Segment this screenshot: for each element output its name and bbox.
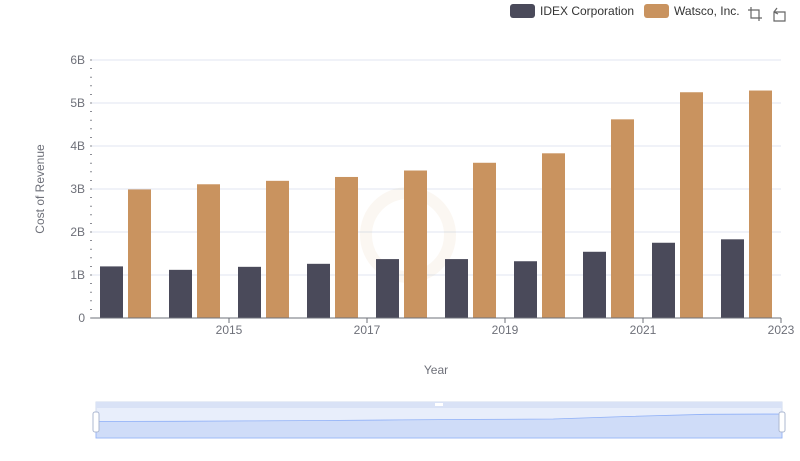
legend-item-idex[interactable]: IDEX Corporation — [510, 4, 634, 18]
bar-watsco-2023[interactable] — [749, 90, 772, 318]
bar-watsco-2015[interactable] — [197, 184, 220, 318]
y-tick-label: 0 — [78, 311, 85, 325]
x-tick-label: 2021 — [630, 323, 657, 337]
bar-watsco-2017[interactable] — [335, 176, 358, 318]
bar-idex-2018[interactable] — [376, 259, 399, 318]
y-tick-label: 4B — [70, 139, 85, 153]
legend-label-watsco: Watsco, Inc. — [674, 4, 740, 18]
legend-item-watsco[interactable]: Watsco, Inc. — [644, 4, 740, 18]
x-tick-label: 2023 — [768, 323, 795, 337]
x-axis-ticks: 2015 2017 2019 2021 2023 — [216, 318, 795, 337]
bar-idex-2022[interactable] — [652, 242, 675, 318]
bar-watsco-2019[interactable] — [473, 162, 496, 318]
grid-lines — [91, 59, 781, 276]
x-tick-label: 2015 — [216, 323, 243, 337]
toolbox — [747, 6, 787, 22]
x-axis-title: Year — [424, 363, 448, 377]
y-axis-title: Cost of Revenue — [33, 144, 47, 234]
legend-swatch-watsco — [644, 4, 670, 18]
bar-idex-2021[interactable] — [583, 251, 606, 318]
y-tick-label: 1B — [70, 268, 85, 282]
zoom-handle-right[interactable] — [778, 411, 786, 433]
bar-idex-2015[interactable] — [169, 269, 192, 318]
bar-watsco-2016[interactable] — [266, 180, 289, 318]
bar-idex-2016[interactable] — [238, 266, 261, 318]
bar-idex-2023[interactable] — [721, 239, 744, 318]
bar-watsco-2020[interactable] — [542, 153, 565, 318]
x-tick-label: 2019 — [492, 323, 519, 337]
y-axis-ticks: 0 1B 2B 3B 4B 5B 6B — [70, 53, 92, 325]
zoom-drag-grip[interactable] — [435, 403, 443, 406]
bar-watsco-2018[interactable] — [404, 170, 427, 318]
bar-idex-2019[interactable] — [445, 259, 468, 318]
y-tick-label: 5B — [70, 96, 85, 110]
bar-watsco-2021[interactable] — [611, 119, 634, 318]
bar-watsco-2014[interactable] — [128, 189, 151, 318]
zoom-icon[interactable] — [747, 6, 763, 22]
x-tick-label: 2017 — [354, 323, 381, 337]
bar-idex-2014[interactable] — [100, 266, 123, 318]
restore-icon[interactable] — [771, 6, 787, 22]
zoom-handle-left[interactable] — [92, 411, 100, 433]
bar-idex-2017[interactable] — [307, 263, 330, 318]
y-tick-label: 3B — [70, 182, 85, 196]
bar-watsco-2022[interactable] — [680, 92, 703, 318]
y-tick-label: 6B — [70, 53, 85, 67]
bars-group — [100, 90, 772, 318]
bar-idex-2020[interactable] — [514, 261, 537, 318]
legend-swatch-idex — [510, 4, 535, 18]
legend-label-idex: IDEX Corporation — [540, 4, 635, 18]
data-zoom-slider[interactable] — [92, 401, 786, 439]
legend: IDEX Corporation Watsco, Inc. — [510, 4, 750, 18]
zoom-preview-area — [95, 413, 783, 439]
y-tick-label: 2B — [70, 225, 85, 239]
